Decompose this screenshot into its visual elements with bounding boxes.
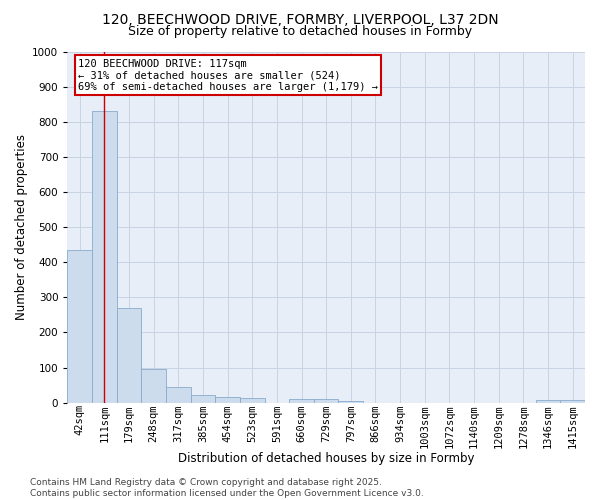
Text: Contains HM Land Registry data © Crown copyright and database right 2025.
Contai: Contains HM Land Registry data © Crown c… [30, 478, 424, 498]
Bar [166, 386, 191, 402]
Bar [289, 399, 314, 402]
Bar [67, 250, 92, 402]
Text: 120, BEECHWOOD DRIVE, FORMBY, LIVERPOOL, L37 2DN: 120, BEECHWOOD DRIVE, FORMBY, LIVERPOOL,… [101, 12, 499, 26]
Bar [560, 400, 585, 402]
Bar [191, 394, 215, 402]
Text: 120 BEECHWOOD DRIVE: 117sqm
← 31% of detached houses are smaller (524)
69% of se: 120 BEECHWOOD DRIVE: 117sqm ← 31% of det… [77, 58, 377, 92]
Bar [215, 396, 240, 402]
Bar [240, 398, 265, 402]
Text: Size of property relative to detached houses in Formby: Size of property relative to detached ho… [128, 25, 472, 38]
Bar [92, 111, 116, 403]
Bar [141, 368, 166, 402]
Y-axis label: Number of detached properties: Number of detached properties [15, 134, 28, 320]
Bar [338, 401, 363, 402]
Bar [116, 308, 141, 402]
X-axis label: Distribution of detached houses by size in Formby: Distribution of detached houses by size … [178, 452, 475, 465]
Bar [536, 400, 560, 402]
Bar [314, 399, 338, 402]
